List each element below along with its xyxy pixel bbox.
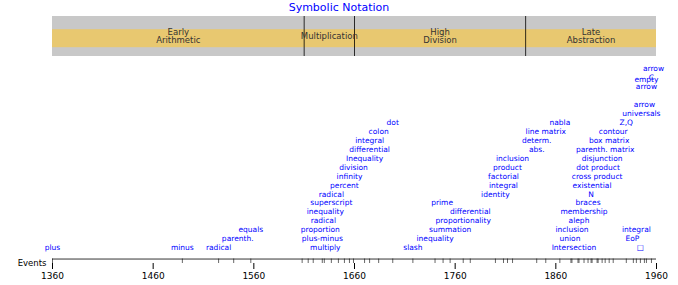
- svg-text:N: N: [588, 190, 594, 199]
- svg-text:inequality: inequality: [307, 207, 345, 216]
- svg-text:equals: equals: [238, 225, 263, 234]
- svg-text:multiply: multiply: [310, 243, 341, 252]
- svg-text:1460: 1460: [142, 271, 165, 281]
- svg-text:C: C: [649, 73, 654, 82]
- svg-text:inequality: inequality: [416, 234, 454, 243]
- svg-text:inclusion: inclusion: [496, 154, 529, 163]
- svg-text:product: product: [493, 163, 522, 172]
- svg-text:1760: 1760: [444, 271, 467, 281]
- svg-text:radical: radical: [206, 243, 231, 252]
- svg-text:contour: contour: [599, 127, 629, 136]
- svg-text:colon: colon: [369, 127, 389, 136]
- svg-text:abs.: abs.: [529, 145, 545, 154]
- svg-text:existential: existential: [573, 181, 612, 190]
- svg-text:□: □: [637, 243, 644, 252]
- svg-text:summation: summation: [429, 225, 471, 234]
- svg-text:union: union: [559, 234, 580, 243]
- svg-text:infinity: infinity: [337, 172, 363, 181]
- svg-text:1660: 1660: [343, 271, 366, 281]
- svg-text:plus-minus: plus-minus: [302, 234, 343, 243]
- svg-text:EoP: EoP: [625, 234, 639, 243]
- svg-text:1860: 1860: [544, 271, 567, 281]
- svg-text:LateAbstraction: LateAbstraction: [567, 27, 616, 46]
- svg-text:cross product: cross product: [572, 172, 623, 181]
- svg-text:radical: radical: [319, 190, 344, 199]
- svg-text:box matrix: box matrix: [589, 136, 630, 145]
- svg-text:1960: 1960: [645, 271, 668, 281]
- svg-text:radical: radical: [311, 216, 336, 225]
- svg-text:arrow: arrow: [643, 64, 664, 73]
- svg-text:Z,Q: Z,Q: [620, 118, 634, 127]
- svg-text:membership: membership: [560, 207, 607, 216]
- svg-text:Multiplication: Multiplication: [301, 31, 358, 41]
- svg-text:differential: differential: [450, 207, 491, 216]
- svg-text:plus: plus: [45, 243, 61, 252]
- svg-text:integral: integral: [355, 136, 384, 145]
- svg-text:Inequality: Inequality: [346, 154, 384, 163]
- svg-text:proportionality: proportionality: [436, 216, 492, 225]
- svg-text:nabla: nabla: [549, 118, 570, 127]
- svg-text:Intersection: Intersection: [552, 243, 597, 252]
- svg-text:dot product: dot product: [576, 163, 620, 172]
- svg-text:disjunction: disjunction: [582, 154, 623, 163]
- svg-text:proportion: proportion: [301, 225, 340, 234]
- svg-text:slash: slash: [403, 243, 422, 252]
- svg-text:arrow: arrow: [634, 100, 655, 109]
- svg-text:inclusion: inclusion: [555, 225, 588, 234]
- svg-text:integral: integral: [489, 181, 518, 190]
- svg-text:Events: Events: [18, 258, 47, 268]
- svg-text:division: division: [339, 163, 368, 172]
- svg-text:integral: integral: [622, 225, 651, 234]
- svg-text:line matrix: line matrix: [526, 127, 567, 136]
- svg-text:universals: universals: [622, 109, 660, 118]
- svg-text:HighDivision: HighDivision: [423, 27, 457, 46]
- svg-text:factorial: factorial: [488, 172, 519, 181]
- svg-text:braces: braces: [575, 198, 600, 207]
- svg-text:parenth.: parenth.: [222, 234, 254, 243]
- svg-text:1360: 1360: [41, 271, 64, 281]
- svg-text:superscript: superscript: [310, 198, 352, 207]
- svg-text:percent: percent: [330, 181, 359, 190]
- svg-text:1560: 1560: [242, 271, 265, 281]
- svg-text:aleph: aleph: [569, 216, 590, 225]
- svg-text:identity: identity: [481, 190, 510, 199]
- html-text:Symbolic Notation: Symbolic Notation: [288, 1, 390, 14]
- svg-text:parenth. matrix: parenth. matrix: [576, 145, 635, 154]
- svg-text:emptyarrow: emptyarrow: [634, 75, 659, 92]
- svg-text:minus: minus: [171, 243, 194, 252]
- svg-text:EarlyArithmetic: EarlyArithmetic: [156, 27, 201, 46]
- svg-text:prime: prime: [431, 198, 453, 207]
- svg-text:differential: differential: [349, 145, 390, 154]
- svg-text:determ.: determ.: [522, 136, 552, 145]
- svg-text:dot: dot: [387, 118, 399, 127]
